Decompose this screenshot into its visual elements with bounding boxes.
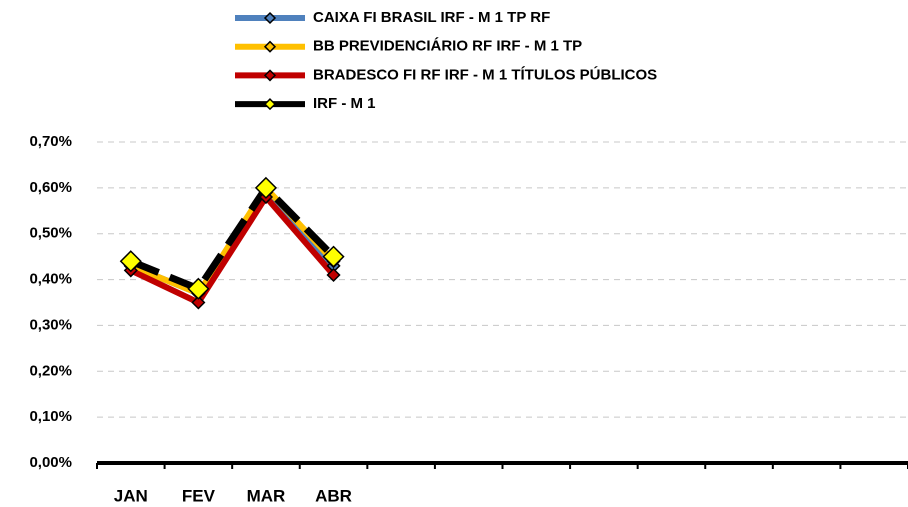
y-tick-label: 0,10% — [29, 408, 72, 425]
marker — [191, 295, 206, 310]
legend-marker — [263, 40, 277, 53]
series-line — [129, 184, 337, 293]
legend-label: CAIXA FI BRASIL IRF - M 1 TP RF — [313, 9, 550, 26]
x-tick-label: ABR — [315, 486, 352, 505]
legend-label: BRADESCO FI RF IRF - M 1 TÍTULOS PÚBLICO… — [313, 65, 657, 83]
legend-label: IRF - M 1 — [313, 95, 376, 112]
marker — [119, 250, 142, 273]
y-tick-label: 0,30% — [29, 316, 72, 333]
x-tick-label: MAR — [247, 486, 286, 505]
marker — [326, 267, 341, 283]
x-tick-label: FEV — [182, 486, 216, 505]
legend-label: BB PREVIDENCIÁRIO RF IRF - M 1 TP — [313, 38, 582, 55]
legend-marker — [263, 11, 277, 25]
marker — [254, 176, 278, 199]
y-tick-label: 0,00% — [29, 454, 72, 471]
y-tick-label: 0,60% — [29, 179, 72, 196]
legend-marker — [263, 98, 277, 111]
x-tick-label: JAN — [114, 486, 148, 505]
legend-marker — [263, 69, 277, 82]
marker — [322, 245, 345, 268]
y-tick-label: 0,20% — [29, 362, 72, 379]
y-tick-label: 0,50% — [29, 225, 72, 242]
y-tick-label: 0,70% — [29, 133, 72, 150]
marker — [187, 277, 210, 300]
series-line — [129, 194, 336, 306]
y-tick-label: 0,40% — [29, 271, 72, 288]
